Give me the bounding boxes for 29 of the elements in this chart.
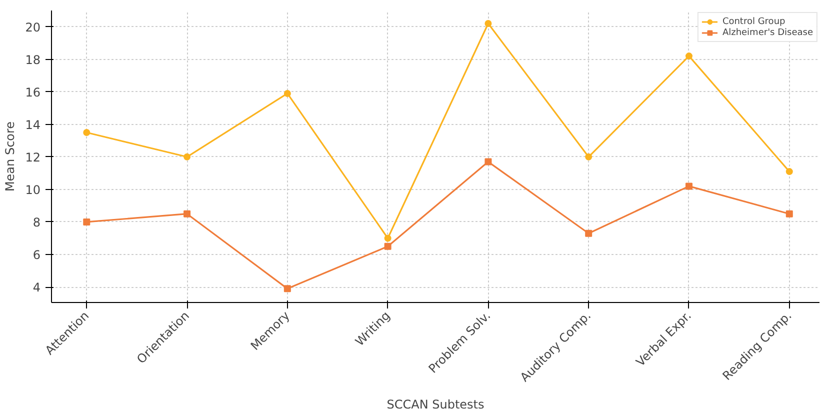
point: [786, 210, 793, 218]
point: [585, 153, 592, 160]
point: [484, 20, 492, 28]
point: [484, 158, 492, 166]
y-tick-label: 14: [25, 118, 41, 132]
y-axis-title: Mean Score: [3, 121, 18, 192]
legend-label: Control Group: [722, 16, 786, 27]
legend-label: Alzheimer's Disease: [722, 27, 813, 38]
point: [685, 182, 692, 190]
y-tick-label: 8: [32, 215, 41, 230]
y-tick-label: 20: [25, 20, 41, 34]
y-tick-label: 6: [32, 248, 41, 262]
y-tick-label: 18: [25, 52, 41, 67]
y-tick-label: 16: [25, 85, 41, 100]
point: [83, 218, 90, 226]
point: [184, 210, 191, 218]
point: [786, 168, 793, 176]
point: [83, 129, 90, 136]
point: [284, 90, 291, 97]
point: [685, 52, 692, 60]
point: [384, 242, 392, 250]
point: [284, 285, 291, 292]
x-axis-title: SCCAN Subtests: [386, 397, 484, 412]
y-tick-label: 12: [25, 150, 41, 164]
point: [184, 153, 191, 160]
point: [585, 230, 592, 237]
point: [384, 234, 392, 242]
y-tick-label: 10: [25, 182, 41, 197]
y-tick-label: 4: [32, 280, 41, 295]
